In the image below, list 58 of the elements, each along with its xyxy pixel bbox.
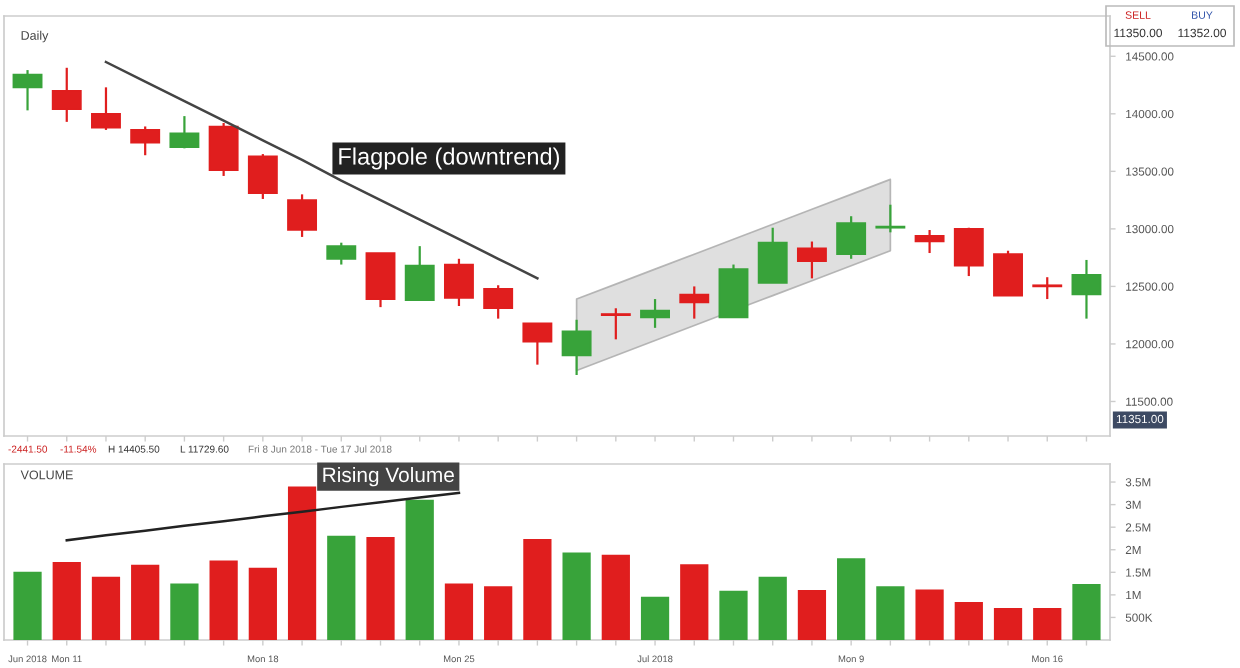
candlestick — [640, 297, 671, 329]
bar — [876, 586, 905, 640]
candlestick — [796, 240, 827, 280]
candlestick — [443, 257, 474, 308]
candlestick — [208, 121, 239, 178]
candlestick — [757, 226, 788, 285]
bar — [1033, 607, 1062, 640]
candlestick — [600, 307, 631, 341]
candlestick — [1032, 276, 1063, 301]
annotation: Flagpole (downtrend) — [339, 147, 560, 170]
bar — [52, 561, 81, 640]
bar — [1072, 584, 1101, 640]
bar — [131, 564, 160, 640]
bar — [523, 538, 552, 640]
bar — [797, 589, 827, 640]
candlestick — [91, 86, 121, 132]
bar — [993, 607, 1023, 640]
bar — [915, 589, 944, 640]
candlestick — [12, 68, 43, 112]
bar — [562, 552, 591, 640]
bar — [13, 571, 42, 640]
candlestick — [326, 241, 357, 266]
bar — [327, 535, 356, 640]
bar — [601, 554, 630, 640]
candlestick — [1071, 258, 1102, 320]
candlestick — [247, 152, 278, 201]
candlestick — [130, 125, 161, 157]
line-series — [65, 491, 461, 542]
candlestick — [51, 66, 82, 123]
candlestick — [365, 251, 396, 309]
candlestick — [404, 245, 435, 302]
candlestick — [836, 215, 867, 260]
candlestick — [679, 285, 710, 320]
annotation: Rising Volume — [323, 466, 454, 487]
candlestick — [483, 284, 514, 320]
bar — [366, 537, 395, 640]
bar — [719, 590, 748, 640]
bar — [484, 586, 513, 640]
candlestick — [561, 318, 592, 377]
candlestick — [914, 228, 945, 255]
candlestick — [287, 193, 318, 239]
candlestick — [522, 322, 553, 366]
candlestick — [875, 203, 906, 234]
bar — [954, 602, 983, 640]
bar — [405, 499, 434, 640]
candlestick — [993, 249, 1023, 297]
bar — [680, 564, 709, 640]
bar — [91, 576, 121, 640]
bar — [248, 567, 277, 640]
bar — [837, 558, 866, 640]
bar — [287, 486, 317, 640]
bar — [444, 583, 474, 640]
candlestick — [169, 115, 200, 150]
candlestick — [953, 226, 984, 278]
bar — [758, 576, 787, 640]
bar — [170, 583, 199, 640]
bar — [209, 560, 238, 640]
bar — [640, 596, 670, 640]
